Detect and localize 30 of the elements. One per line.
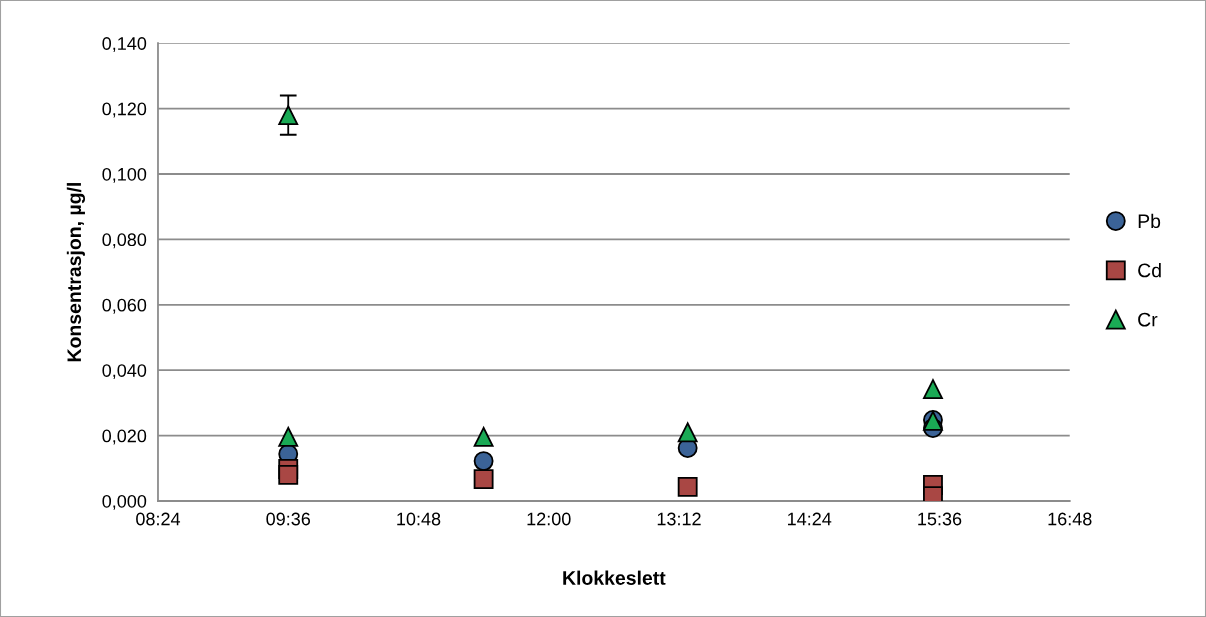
x-tick-label: 14:24 xyxy=(788,512,832,526)
point xyxy=(923,379,943,400)
y-tick-label: 0,120 xyxy=(102,102,147,118)
x-tick-label: 16:48 xyxy=(1048,512,1092,526)
point xyxy=(278,464,299,485)
y-tick-label: 0,080 xyxy=(102,233,147,249)
y-tick-label: 0,100 xyxy=(102,167,147,183)
point xyxy=(278,105,299,126)
point xyxy=(677,422,698,443)
y-tick-label: 0,020 xyxy=(102,429,147,445)
legend-label: Pb xyxy=(1138,213,1161,229)
point xyxy=(473,469,494,490)
y-tick-label: 0,140 xyxy=(102,37,147,53)
y-axis-title: Konsentrasjon, µg/l xyxy=(66,183,86,362)
point xyxy=(473,451,494,472)
x-tick-label: 09:36 xyxy=(266,512,311,526)
legend-label: Cr xyxy=(1138,312,1158,327)
x-tick-label: 10:48 xyxy=(397,512,441,526)
point xyxy=(677,477,698,497)
y-tick-label: 0,060 xyxy=(102,298,147,314)
legend-label: Cd xyxy=(1138,263,1161,278)
x-tick-label: 12:00 xyxy=(527,512,571,526)
x-tick-label: 08:24 xyxy=(136,512,181,526)
y-tick-label: 0,000 xyxy=(102,494,147,510)
x-tick-label: 15:36 xyxy=(918,512,962,526)
point xyxy=(278,426,299,447)
x-axis-title: Klokkeslett xyxy=(563,570,666,585)
point xyxy=(473,426,494,447)
y-tick-label: 0,040 xyxy=(102,364,147,380)
x-tick-label: 13:12 xyxy=(657,512,701,526)
